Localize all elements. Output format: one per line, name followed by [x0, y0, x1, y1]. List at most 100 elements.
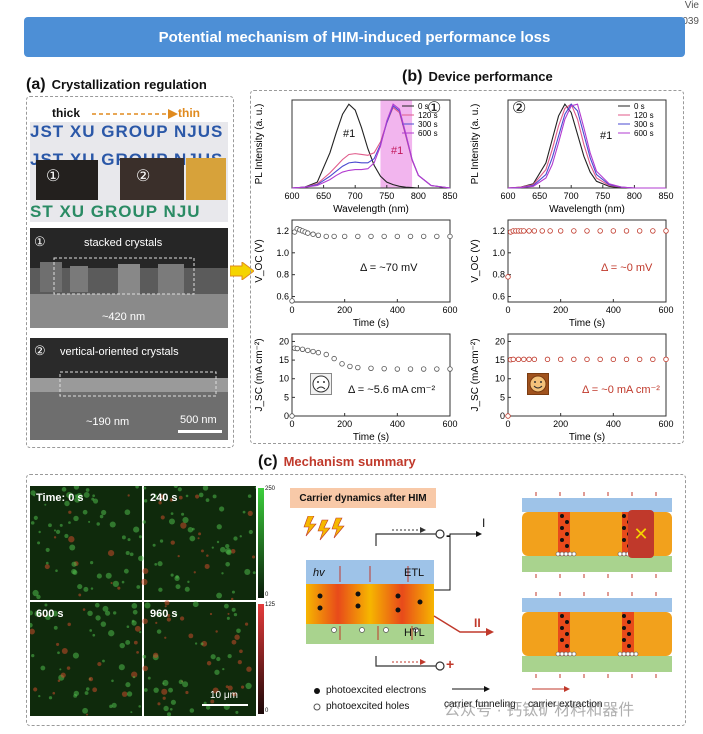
pl-map-spot	[68, 510, 72, 514]
pl-map-spot	[112, 580, 119, 587]
pl-map-spot	[142, 568, 149, 575]
y-tick-label: 0	[284, 411, 289, 421]
pl-map-spot	[61, 487, 67, 492]
data-point	[544, 356, 551, 363]
pl-map-spot	[177, 555, 180, 558]
pl-map-spot	[92, 687, 98, 693]
pl-1-peak-1: #1	[343, 128, 356, 140]
pl-map-spot	[175, 584, 181, 590]
data-point	[447, 233, 453, 240]
hole	[555, 651, 561, 657]
pl-map-spot	[166, 712, 172, 717]
pl-map-spot	[201, 640, 208, 647]
x-tick-label: 200	[553, 305, 568, 315]
pl-map-spot	[72, 652, 79, 659]
electron	[627, 620, 631, 624]
data-point	[289, 413, 295, 419]
pl-map-spot	[225, 685, 229, 689]
pl-map-spot	[64, 533, 69, 539]
pl-map-spot	[225, 543, 230, 549]
pl-map-spot	[42, 614, 46, 617]
pl-map-spot	[142, 654, 147, 659]
data-point	[610, 356, 617, 363]
pl-map-spot	[209, 612, 213, 616]
jsc-2-delta: Δ = ~0 mA cm⁻²	[582, 384, 660, 396]
y-tick-label: 0.6	[276, 292, 289, 302]
legend-label-0: 0 s	[634, 102, 645, 111]
pl-map-spot	[55, 529, 61, 534]
series-line-0	[507, 103, 666, 189]
legend-label-3: 600 s	[418, 129, 438, 138]
legend-label-2: 300 s	[418, 120, 438, 129]
pl-map-spot	[170, 540, 175, 545]
pl-map-spot	[119, 642, 125, 649]
pl-map-spot	[157, 702, 161, 706]
hole	[563, 551, 569, 557]
data-point	[347, 363, 353, 370]
data-point	[571, 228, 577, 234]
plot-frame	[507, 99, 667, 189]
electron	[565, 544, 569, 548]
hole	[571, 651, 577, 657]
pl-map-spot	[61, 648, 68, 655]
pl-map-spot	[212, 687, 219, 694]
data-point	[381, 233, 387, 240]
htl-layer	[522, 556, 672, 572]
extraction-arrow-icon	[532, 686, 570, 692]
pl-map-spot	[231, 607, 236, 612]
watermark: 公众号 · 钙钛矿材料和器件	[444, 702, 635, 719]
pl-map-spot	[248, 529, 253, 535]
data-point	[299, 346, 306, 352]
pl-map-spot	[93, 498, 99, 504]
pl-2-peak-1: #1	[600, 130, 613, 142]
panel-b-title: (b) Device performance	[402, 68, 553, 86]
pl-map-spot	[182, 516, 189, 524]
pl-map-spot	[195, 494, 200, 499]
pl-map-spot	[129, 552, 134, 557]
pl-map-spot	[117, 586, 121, 590]
data-point	[315, 349, 322, 356]
electron	[627, 644, 631, 648]
pl-map-spot	[55, 569, 58, 572]
pl-map-spot	[44, 603, 48, 607]
pl-map-spot	[202, 486, 209, 491]
x-tick-label: 800	[411, 191, 426, 201]
x-axis-label: Wavelength (nm)	[549, 204, 625, 215]
data-point	[636, 356, 643, 363]
x-tick-label: 700	[564, 191, 579, 201]
pl-map-spot	[157, 561, 163, 567]
panel-c-frame	[26, 474, 686, 726]
x-tick-label: 200	[337, 419, 352, 429]
y-tick-label: 0.8	[492, 270, 505, 280]
pl-map-spot	[95, 615, 101, 621]
data-point	[305, 230, 311, 236]
data-point	[339, 361, 345, 367]
carrier-title-box: Carrier dynamics after HIM	[290, 488, 436, 508]
y-axis-label: V_OC (V)	[254, 239, 265, 282]
pl-map-spot	[205, 705, 211, 710]
voc-chart-1: 0 200 400 600 Time (s) 0.6 0.8 1.0 1.2 V_OC (V)	[254, 219, 458, 329]
electron	[560, 638, 564, 642]
pl-map-spot	[90, 587, 94, 590]
pl-map-spot	[121, 535, 126, 540]
pl-map-spot	[132, 609, 138, 615]
pl-map-spot	[133, 640, 138, 645]
pl-map-spot	[216, 524, 222, 530]
pl-chart-1: 600 650 700 750 800 850 Wavelength (nm) PL Inte…	[254, 99, 458, 215]
x-tick-label: 850	[658, 191, 673, 201]
pl-map-spot	[136, 585, 141, 589]
pl-map-spot	[254, 486, 256, 489]
x-tick-label: 650	[316, 191, 331, 201]
pl-map-spot	[56, 642, 60, 646]
pl-map-spot	[99, 514, 104, 519]
data-point	[315, 232, 322, 239]
pl-map-spot	[73, 693, 78, 698]
x-tick-label: 400	[390, 419, 405, 429]
colorbar-red-top: 125	[265, 602, 276, 608]
data-point	[434, 233, 440, 240]
pl-map-spot	[143, 486, 147, 490]
pl-map-spot	[133, 526, 140, 533]
data-point	[505, 413, 511, 419]
data-point	[331, 355, 337, 362]
electron-legend-icon	[314, 688, 320, 694]
